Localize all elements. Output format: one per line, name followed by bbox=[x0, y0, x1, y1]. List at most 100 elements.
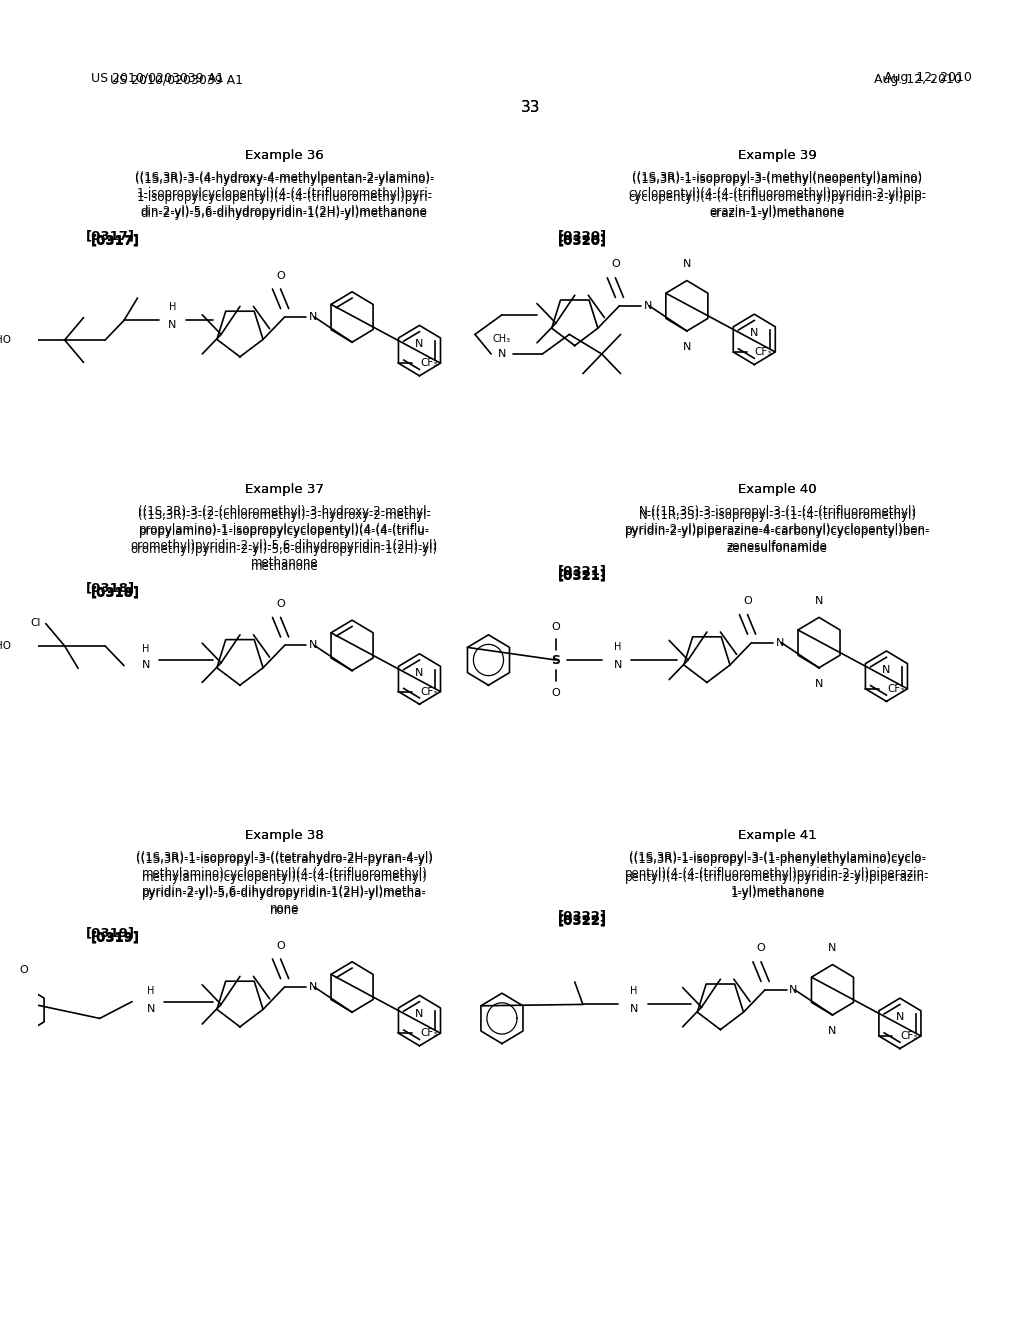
Text: CF₃: CF₃ bbox=[420, 1028, 437, 1039]
Text: N: N bbox=[644, 301, 652, 310]
Text: N: N bbox=[790, 985, 798, 995]
Text: N: N bbox=[776, 638, 784, 648]
Text: din-2-yl)-5,6-dihydropyridin-1(2H)-yl)methanone: din-2-yl)-5,6-dihydropyridin-1(2H)-yl)me… bbox=[141, 205, 428, 218]
Text: H: H bbox=[631, 986, 638, 997]
Text: ((1S,3R)-3-(4-hydroxy-4-methylpentan-2-ylamino)-: ((1S,3R)-3-(4-hydroxy-4-methylpentan-2-y… bbox=[134, 173, 434, 186]
Text: N: N bbox=[168, 321, 177, 330]
Text: ((1S,3R)-1-isopropyl-3-(methyl(neopentyl)amino): ((1S,3R)-1-isopropyl-3-(methyl(neopentyl… bbox=[633, 173, 923, 186]
Text: Example 36: Example 36 bbox=[245, 149, 324, 161]
Text: O: O bbox=[552, 688, 560, 698]
Text: N: N bbox=[828, 944, 837, 953]
Text: O: O bbox=[276, 271, 285, 281]
Text: ((1S,3R)-1-isopropyl-3-((tetrahydro-2H-pyran-4-yl): ((1S,3R)-1-isopropyl-3-((tetrahydro-2H-p… bbox=[136, 854, 433, 866]
Text: methylamino)cyclopentyl)(4-(4-(trifluoromethyl): methylamino)cyclopentyl)(4-(4-(trifluoro… bbox=[141, 870, 427, 883]
Text: N: N bbox=[815, 597, 823, 606]
Text: propylamino)-1-isopropylcyclopentyl)(4-(4-(triflu-: propylamino)-1-isopropylcyclopentyl)(4-(… bbox=[138, 523, 430, 536]
Text: [0319]: [0319] bbox=[91, 931, 139, 944]
Text: ((1S,3R)-3-(2-(chloromethyl)-3-hydroxy-2-methyl-: ((1S,3R)-3-(2-(chloromethyl)-3-hydroxy-2… bbox=[138, 508, 431, 521]
Text: N: N bbox=[683, 260, 691, 269]
Text: zenesulfonamide: zenesulfonamide bbox=[727, 540, 827, 553]
Text: pyridin-2-yl)-5,6-dihydropyridin-1(2H)-yl)metha-: pyridin-2-yl)-5,6-dihydropyridin-1(2H)-y… bbox=[142, 887, 427, 900]
Text: N: N bbox=[416, 1010, 424, 1019]
Text: pyridin-2-yl)piperazine-4-carbonyl)cyclopentyl)ben-: pyridin-2-yl)piperazine-4-carbonyl)cyclo… bbox=[625, 525, 930, 539]
Text: Example 40: Example 40 bbox=[738, 483, 817, 496]
Text: methylamino)cyclopentyl)(4-(4-(trifluoromethyl): methylamino)cyclopentyl)(4-(4-(trifluoro… bbox=[141, 867, 427, 880]
Text: pyridin-2-yl)piperazine-4-carbonyl)cyclopentyl)ben-: pyridin-2-yl)piperazine-4-carbonyl)cyclo… bbox=[625, 523, 930, 536]
Text: [0321]: [0321] bbox=[558, 569, 607, 582]
Text: N-((1R,3S)-3-isopropyl-3-(1-(4-(trifluoromethyl): N-((1R,3S)-3-isopropyl-3-(1-(4-(trifluor… bbox=[638, 508, 916, 521]
Text: oromethyl)pyridin-2-yl)-5,6-dihydropyridin-1(2H)-yl): oromethyl)pyridin-2-yl)-5,6-dihydropyrid… bbox=[131, 540, 438, 553]
Text: N: N bbox=[751, 329, 759, 338]
Text: CF₃: CF₃ bbox=[420, 686, 437, 697]
Text: [0322]: [0322] bbox=[558, 909, 607, 923]
Text: 1-yl)methanone: 1-yl)methanone bbox=[730, 887, 824, 900]
Text: CF₃: CF₃ bbox=[755, 347, 772, 356]
Text: [0317]: [0317] bbox=[86, 230, 135, 243]
Text: Example 37: Example 37 bbox=[245, 483, 324, 496]
Text: HO: HO bbox=[0, 642, 10, 651]
Text: N: N bbox=[498, 348, 506, 359]
Text: N: N bbox=[146, 1005, 156, 1014]
Text: 33: 33 bbox=[521, 100, 541, 116]
Text: ((1S,3R)-1-isopropyl-3-((tetrahydro-2H-pyran-4-yl): ((1S,3R)-1-isopropyl-3-((tetrahydro-2H-p… bbox=[136, 850, 433, 863]
Text: methanone: methanone bbox=[251, 560, 318, 573]
Text: [0321]: [0321] bbox=[558, 569, 607, 582]
Text: Example 36: Example 36 bbox=[245, 149, 324, 161]
Text: pyridin-2-yl)-5,6-dihydropyridin-1(2H)-yl)metha-: pyridin-2-yl)-5,6-dihydropyridin-1(2H)-y… bbox=[142, 884, 427, 898]
Text: cyclopentyl)(4-(4-(trifluoromethyl)pyridin-2-yl)pip-: cyclopentyl)(4-(4-(trifluoromethyl)pyrid… bbox=[629, 190, 927, 203]
Text: O: O bbox=[743, 597, 752, 606]
Text: Example 39: Example 39 bbox=[738, 149, 817, 161]
Text: CF₃: CF₃ bbox=[420, 358, 437, 368]
Text: N: N bbox=[883, 665, 891, 675]
Text: Example 37: Example 37 bbox=[245, 483, 324, 496]
Text: 1-isopropylcyclopentyl)(4-(4-(trifluoromethyl)pyri-: 1-isopropylcyclopentyl)(4-(4-(trifluorom… bbox=[136, 187, 432, 201]
Text: ((1S,3R)-1-isopropyl-3-(1-phenylethylamino)cyclo-: ((1S,3R)-1-isopropyl-3-(1-phenylethylami… bbox=[629, 854, 926, 866]
Text: N: N bbox=[828, 1026, 837, 1036]
Text: Aug. 12, 2010: Aug. 12, 2010 bbox=[874, 74, 963, 87]
Text: [0320]: [0320] bbox=[558, 230, 607, 243]
Text: O: O bbox=[552, 622, 560, 632]
Text: 1-yl)methanone: 1-yl)methanone bbox=[730, 884, 824, 898]
Text: propylamino)-1-isopropylcyclopentyl)(4-(4-(triflu-: propylamino)-1-isopropylcyclopentyl)(4-(… bbox=[138, 525, 430, 539]
Text: N: N bbox=[683, 342, 691, 352]
Text: N: N bbox=[309, 982, 317, 993]
Text: N: N bbox=[613, 660, 623, 671]
Text: Example 41: Example 41 bbox=[738, 829, 817, 842]
Text: 1-isopropylcyclopentyl)(4-(4-(trifluoromethyl)pyri-: 1-isopropylcyclopentyl)(4-(4-(trifluorom… bbox=[136, 190, 432, 203]
Text: US 2010/0203039 A1: US 2010/0203039 A1 bbox=[91, 71, 223, 84]
Text: Example 39: Example 39 bbox=[738, 149, 817, 161]
Text: Cl: Cl bbox=[30, 618, 40, 628]
Text: [0319]: [0319] bbox=[86, 927, 135, 940]
Text: cyclopentyl)(4-(4-(trifluoromethyl)pyridin-2-yl)pip-: cyclopentyl)(4-(4-(trifluoromethyl)pyrid… bbox=[629, 187, 927, 201]
Text: erazin-1-yl)methanone: erazin-1-yl)methanone bbox=[710, 207, 845, 220]
Text: [0317]: [0317] bbox=[91, 234, 139, 247]
Text: [0319]: [0319] bbox=[91, 932, 139, 945]
Text: Example 41: Example 41 bbox=[738, 829, 817, 842]
Text: N: N bbox=[309, 640, 317, 651]
Text: zenesulfonamide: zenesulfonamide bbox=[727, 543, 827, 556]
Text: H: H bbox=[142, 644, 150, 655]
Text: pentyl)(4-(4-(trifluoromethyl)pyridin-2-yl)piperazin-: pentyl)(4-(4-(trifluoromethyl)pyridin-2-… bbox=[626, 870, 930, 883]
Text: [0317]: [0317] bbox=[91, 235, 139, 248]
Text: ((1S,3R)-1-isopropyl-3-(1-phenylethylamino)cyclo-: ((1S,3R)-1-isopropyl-3-(1-phenylethylami… bbox=[629, 850, 926, 863]
Text: CF₃: CF₃ bbox=[887, 684, 904, 694]
Text: pentyl)(4-(4-(trifluoromethyl)pyridin-2-yl)piperazin-: pentyl)(4-(4-(trifluoromethyl)pyridin-2-… bbox=[626, 867, 930, 880]
Text: Example 38: Example 38 bbox=[245, 829, 324, 842]
Text: none: none bbox=[269, 902, 299, 915]
Text: O: O bbox=[611, 260, 620, 269]
Text: N: N bbox=[630, 1005, 638, 1014]
Text: O: O bbox=[757, 944, 765, 953]
Text: [0318]: [0318] bbox=[91, 586, 140, 598]
Text: US 2010/0203039 A1: US 2010/0203039 A1 bbox=[110, 74, 243, 87]
Text: [0318]: [0318] bbox=[91, 586, 140, 599]
Text: CF₃: CF₃ bbox=[900, 1031, 918, 1041]
Text: H: H bbox=[147, 986, 155, 997]
Text: S: S bbox=[551, 653, 560, 667]
Text: N: N bbox=[896, 1012, 904, 1022]
Text: N: N bbox=[141, 660, 150, 671]
Text: ((1S,3R)-3-(2-(chloromethyl)-3-hydroxy-2-methyl-: ((1S,3R)-3-(2-(chloromethyl)-3-hydroxy-2… bbox=[138, 506, 431, 519]
Text: O: O bbox=[19, 965, 29, 975]
Text: none: none bbox=[269, 904, 299, 917]
Text: N: N bbox=[309, 312, 317, 322]
Text: ((1S,3R)-1-isopropyl-3-(methyl(neopentyl)amino): ((1S,3R)-1-isopropyl-3-(methyl(neopentyl… bbox=[633, 170, 923, 183]
